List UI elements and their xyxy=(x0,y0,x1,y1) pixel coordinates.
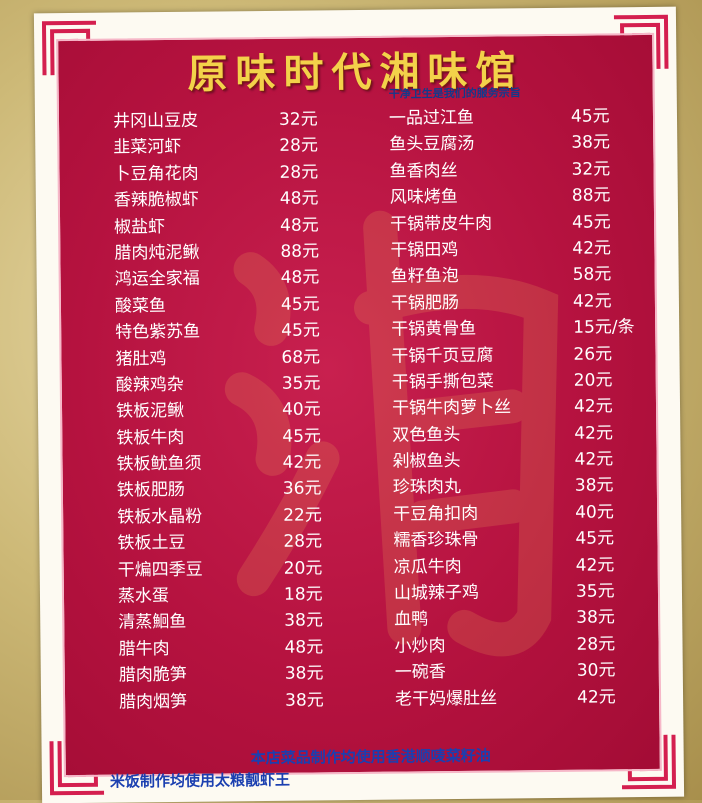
dish-name: 铁板牛肉 xyxy=(116,423,184,449)
dish-name: 鱼头豆腐汤 xyxy=(389,129,474,155)
dish-price: 48元 xyxy=(280,210,319,235)
dish-name: 一碗香 xyxy=(395,657,446,683)
dish-name: 蒸水蛋 xyxy=(118,581,169,607)
dish-price: 42元 xyxy=(572,233,611,258)
dish-price: 45元 xyxy=(281,289,320,314)
dish-price: 42元 xyxy=(576,550,615,575)
restaurant-title: 原味时代湘味馆 xyxy=(58,37,653,101)
dish-price: 48元 xyxy=(280,184,319,209)
dish-price: 48元 xyxy=(281,263,320,288)
dish-price: 68元 xyxy=(281,342,320,367)
dish-price: 22元 xyxy=(283,500,322,525)
dish-price: 42元 xyxy=(282,447,321,472)
dish-name: 腊肉脆笋 xyxy=(119,660,187,686)
dish-name: 干锅黄骨鱼 xyxy=(391,314,476,340)
dish-name: 铁板土豆 xyxy=(117,528,185,554)
dish-price: 26元 xyxy=(573,339,612,364)
dish-price: 20元 xyxy=(574,365,613,390)
dish-price: 18元 xyxy=(284,579,323,604)
dish-price: 42元 xyxy=(574,418,613,443)
dish-name: 干煸四季豆 xyxy=(118,554,203,580)
dish-name: 香辣脆椒虾 xyxy=(114,185,199,211)
dish-name: 腊牛肉 xyxy=(118,634,169,660)
dish-price: 42元 xyxy=(573,286,612,311)
dish-price: 28元 xyxy=(576,629,615,654)
dish-price: 32元 xyxy=(571,154,610,179)
dish-name: 特色紫苏鱼 xyxy=(115,317,200,343)
dish-price: 38元 xyxy=(285,685,324,710)
dish-price: 45元 xyxy=(281,316,320,341)
dish-name: 腊肉烟笋 xyxy=(119,686,187,712)
dish-name: 风味烤鱼 xyxy=(390,182,458,208)
dish-name: 鸿运全家福 xyxy=(115,264,200,290)
dish-name: 韭菜河虾 xyxy=(113,132,181,158)
dish-price: 45元 xyxy=(572,207,611,232)
dish-price: 88元 xyxy=(280,236,319,261)
dish-price: 45元 xyxy=(571,101,610,126)
dish-name: 山城辣子鸡 xyxy=(394,578,479,604)
dish-name: 剁椒鱼头 xyxy=(392,446,460,472)
dish-name: 干豆角扣肉 xyxy=(393,499,478,525)
dish-name: 铁板肥肠 xyxy=(117,475,185,501)
dish-name: 井冈山豆皮 xyxy=(113,106,198,132)
dish-price: 42元 xyxy=(574,444,613,469)
dish-name: 血鸭 xyxy=(394,605,428,630)
dish-price: 35元 xyxy=(282,368,321,393)
dish-price: 45元 xyxy=(575,524,614,549)
dish-price: 15元/条 xyxy=(573,312,635,338)
dish-name: 一品过江鱼 xyxy=(389,103,474,129)
dish-price: 42元 xyxy=(574,392,613,417)
dish-name: 椒盐虾 xyxy=(114,212,165,238)
dish-name: 干锅牛肉萝卜丝 xyxy=(392,393,511,419)
dish-name: 老干妈爆肚丝 xyxy=(395,683,497,709)
dish-name: 干锅田鸡 xyxy=(390,235,458,261)
dish-price: 20元 xyxy=(284,553,323,578)
dish-price: 42元 xyxy=(577,682,616,707)
dish-price: 38元 xyxy=(575,471,614,496)
dish-price: 38元 xyxy=(285,659,324,684)
dish-price: 48元 xyxy=(284,632,323,657)
dish-name: 干锅肥肠 xyxy=(391,288,459,314)
dish-name: 干锅手撕包菜 xyxy=(392,366,494,392)
dish-price: 38元 xyxy=(284,606,323,631)
dish-price: 32元 xyxy=(279,104,318,129)
dish-price: 40元 xyxy=(575,497,614,522)
dish-price: 36元 xyxy=(283,474,322,499)
dish-name: 猪肚鸡 xyxy=(115,344,166,370)
dish-name: 清蒸鮰鱼 xyxy=(118,607,186,633)
dish-price: 28元 xyxy=(279,131,318,156)
dish-name: 小炒肉 xyxy=(394,631,445,657)
dish-price: 38元 xyxy=(576,603,615,628)
dish-name: 腊肉炖泥鳅 xyxy=(114,238,199,264)
dish-name: 酸辣鸡杂 xyxy=(116,370,184,396)
dish-price: 58元 xyxy=(572,260,611,285)
dish-name: 干锅千页豆腐 xyxy=(391,340,493,366)
dish-name: 鱼香肉丝 xyxy=(389,156,457,182)
dish-name: 鱼籽鱼泡 xyxy=(391,261,459,287)
dish-price: 35元 xyxy=(576,576,615,601)
dish-price: 40元 xyxy=(282,395,321,420)
dish-price: 45元 xyxy=(282,421,321,446)
dish-name: 糯香珍珠骨 xyxy=(393,525,478,551)
dish-name: 铁板鱿鱼须 xyxy=(116,449,201,475)
dish-name: 铁板泥鳅 xyxy=(116,396,184,422)
dish-name: 卜豆角花肉 xyxy=(113,158,198,184)
dish-price: 88元 xyxy=(572,181,611,206)
dish-name: 干锅带皮牛肉 xyxy=(390,208,492,234)
dish-price: 30元 xyxy=(577,656,616,681)
dish-name: 铁板水晶粉 xyxy=(117,502,202,528)
dish-price: 38元 xyxy=(571,128,610,153)
dish-name: 珍珠肉丸 xyxy=(393,472,461,498)
dish-name: 双色鱼头 xyxy=(392,420,460,446)
slogan: 干净卫生是我们的服务宗旨 xyxy=(389,84,521,101)
dish-price: 28元 xyxy=(279,157,318,182)
footer-rice-note: 米饭制作均使用太粮靓虾王 xyxy=(110,766,580,792)
dish-name: 酸菜鱼 xyxy=(115,291,166,317)
dish-price: 28元 xyxy=(283,527,322,552)
dish-name: 凉瓜牛肉 xyxy=(394,552,462,578)
